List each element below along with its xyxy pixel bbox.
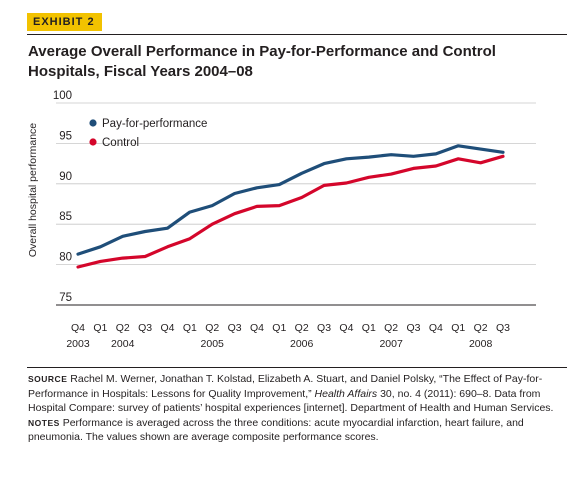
top-rule [27, 34, 567, 35]
x-tick-label: Q2 [474, 322, 488, 334]
x-tick-label: Q3 [138, 322, 152, 334]
x-tick-label: Q4 [339, 322, 353, 334]
x-tick-label: Q3 [407, 322, 421, 334]
y-axis-label: Overall hospital performance [27, 123, 39, 257]
x-tick-label: Q2 [116, 322, 130, 334]
x-tick-label: Q2 [384, 322, 398, 334]
x-tick-label: Q3 [228, 322, 242, 334]
legend-label: Pay-for-performance [102, 118, 207, 130]
notes-text: Performance is averaged across the three… [28, 416, 524, 444]
x-tick-label: Q1 [93, 322, 107, 334]
y-tick-label: 80 [59, 252, 72, 264]
x-tick-label: Q1 [183, 322, 197, 334]
x-year-label: 2007 [379, 338, 403, 350]
x-year-label: 2003 [66, 338, 90, 350]
legend-marker [89, 119, 97, 127]
series-line-control [76, 154, 505, 269]
line-chart: 75 80 85 90 95 100 Overall hospital performanc… [27, 90, 536, 350]
x-year-label: 2004 [111, 338, 135, 350]
source-journal: Health Affairs [314, 387, 378, 400]
y-tick-label: 95 [59, 130, 72, 142]
source-text-2: 30, no. 4 (2011): 690–8. Data from Hospi… [28, 387, 554, 415]
bottom-rule [27, 367, 567, 368]
x-tick-label: Q2 [205, 322, 219, 334]
y-tick-label: 85 [59, 211, 72, 223]
x-year-label: 2006 [290, 338, 314, 350]
x-tick-label: Q4 [429, 322, 443, 334]
x-year-label: 2008 [469, 338, 493, 350]
notes-lead: Notes [28, 417, 60, 428]
x-tick-label: Q4 [250, 322, 264, 334]
source-lead: Source [28, 374, 68, 384]
x-tick-label: Q3 [496, 322, 510, 334]
chart-title: Average Overall Performance in Pay-for-P… [28, 43, 496, 80]
y-tick-label: 75 [59, 292, 72, 304]
exhibit-label: EXHIBIT 2 [27, 13, 102, 31]
x-tick-label: Q4 [71, 322, 85, 334]
x-tick-label: Q4 [160, 322, 174, 334]
x-tick-label: Q1 [451, 322, 465, 334]
series-line-pay-for-performance [76, 144, 505, 256]
source-notes: Source Rachel M. Werner, Jonathan T. Kol… [28, 372, 558, 445]
source-text-1: Rachel M. Werner, Jonathan T. Kolstad, E… [28, 373, 543, 400]
y-tick-label: 100 [53, 90, 72, 102]
x-tick-label: Q3 [317, 322, 331, 334]
legend-marker [89, 138, 97, 146]
y-tick-label: 90 [59, 171, 72, 183]
legend-label: Control [102, 137, 139, 149]
x-tick-label: Q1 [272, 322, 286, 334]
x-year-label: 2005 [201, 338, 225, 350]
x-tick-label: Q1 [362, 322, 376, 334]
x-tick-label: Q2 [295, 322, 309, 334]
